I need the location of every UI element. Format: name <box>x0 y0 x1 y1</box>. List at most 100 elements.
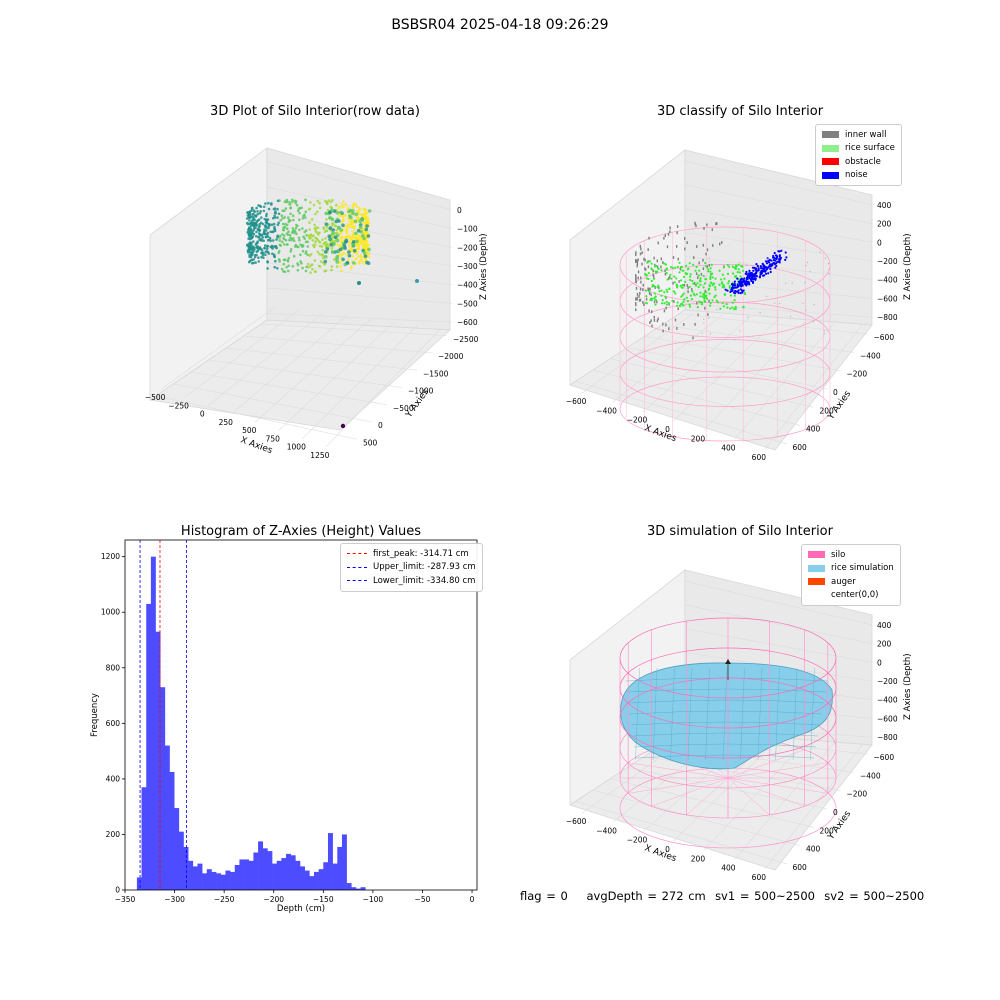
reference-lines <box>139 540 187 890</box>
classified-points <box>619 221 831 443</box>
simulation-legend: silo rice simulation auger center(0,0) <box>801 544 901 606</box>
tick-labels: −500−2500250500750100012505000−500−1000−… <box>145 206 479 460</box>
inner-wall-point <box>640 276 642 280</box>
scatter-point <box>351 204 355 207</box>
rice-surface-point <box>661 299 664 302</box>
noise-point <box>750 271 753 275</box>
scatter-point <box>260 216 263 219</box>
scatter-point <box>269 230 272 234</box>
inner-wall-point <box>637 270 640 274</box>
scatter-point <box>266 218 270 221</box>
scatter-point <box>367 209 372 213</box>
scatter-point <box>276 216 279 219</box>
status-line: flag = 0 avgDepth = 272 cm sv1 = 500~250… <box>520 889 924 903</box>
scatter-point <box>364 222 368 225</box>
scatter-point <box>367 252 371 255</box>
x-tick-label: −100 <box>363 895 384 904</box>
scatter-point <box>307 262 310 266</box>
rice-surface-point <box>714 286 717 289</box>
scatter-point <box>287 230 290 233</box>
z-tick-label: −800 <box>877 313 898 322</box>
silo-swatch <box>808 551 825 559</box>
z-tick-label: −800 <box>877 733 898 742</box>
rice-surface-point <box>688 285 691 288</box>
noise-point <box>774 259 777 262</box>
scatter-point <box>246 249 250 252</box>
scatter-point <box>291 227 295 230</box>
scatter-point <box>335 228 338 232</box>
y-tick-label: −400 <box>860 351 881 360</box>
noise-point <box>766 295 768 297</box>
avg-depth-text: avgDepth = 272 cm <box>586 889 706 903</box>
inner-wall-point <box>676 225 679 228</box>
inner-wall-point <box>703 227 705 230</box>
scatter-point <box>260 251 263 255</box>
noise-point <box>779 302 781 304</box>
scatter-point <box>288 238 291 242</box>
rice-surface-point <box>665 288 668 291</box>
rice-surface-point <box>663 302 666 305</box>
scatter-point <box>321 248 324 252</box>
scatter-point <box>357 217 361 220</box>
histogram-bar <box>164 745 170 890</box>
scatter-point <box>346 206 350 210</box>
inner-wall-point <box>636 292 639 296</box>
rice-surface-point <box>645 302 648 305</box>
scatter-point <box>298 228 301 232</box>
x-tick-label: −200 <box>627 836 648 845</box>
histogram-legend: first_peak: -314.71 cm Upper_limit: -287… <box>340 543 483 592</box>
scatter-point <box>273 254 276 258</box>
rice-surface-point <box>728 284 731 287</box>
noise-point <box>806 261 809 263</box>
x-tick-label: 750 <box>266 434 281 443</box>
scatter-point <box>304 269 308 273</box>
scatter-point <box>312 203 316 207</box>
scatter-point <box>335 265 339 268</box>
scatter-point <box>246 243 249 246</box>
noise-point <box>754 268 757 271</box>
noise-point <box>756 269 759 272</box>
scatter-point <box>246 211 249 214</box>
inner-wall-point <box>637 276 639 280</box>
scatter-point <box>301 227 304 230</box>
scatter-point <box>335 257 339 261</box>
rice-surface-point <box>679 284 682 287</box>
histogram-bar <box>239 859 245 890</box>
rice-surface-point <box>701 295 704 298</box>
x-gridline <box>325 328 442 448</box>
rice-surface-point <box>645 295 648 298</box>
scatter-point <box>283 237 286 241</box>
noise-point <box>761 262 764 265</box>
scatter-point <box>335 238 340 243</box>
inner-wall-point <box>636 296 638 300</box>
inner-wall-point <box>648 309 650 313</box>
scatter-point <box>350 236 353 240</box>
scatter-point <box>292 239 296 243</box>
scatter-point <box>280 267 284 271</box>
rice-surface-point <box>674 292 677 295</box>
scatter-point <box>282 270 285 273</box>
rice-surface-point <box>673 275 676 278</box>
scatter-point <box>353 219 358 224</box>
scatter-point <box>255 242 258 245</box>
noise-point <box>827 263 830 265</box>
rice-surface-point <box>697 285 700 289</box>
inner-wall-point <box>704 306 706 310</box>
noise-point <box>791 282 793 284</box>
x-tick-label: 600 <box>752 453 767 462</box>
scatter-point <box>351 206 355 209</box>
scatter-point <box>247 237 250 240</box>
inner-wall-point <box>663 236 665 240</box>
z-tick-label: −400 <box>877 696 898 705</box>
silo-ring <box>619 617 837 699</box>
rice-surface-point <box>696 282 699 285</box>
scatter-point <box>295 203 299 207</box>
scatter-point <box>345 228 349 232</box>
rice-surface-point <box>717 301 720 304</box>
scatter-point <box>259 209 262 213</box>
scatter-point <box>365 220 368 223</box>
rice-surface-point <box>671 266 674 269</box>
scatter-point <box>319 260 323 263</box>
scatter-point <box>257 256 260 259</box>
scatter-point <box>271 230 275 233</box>
